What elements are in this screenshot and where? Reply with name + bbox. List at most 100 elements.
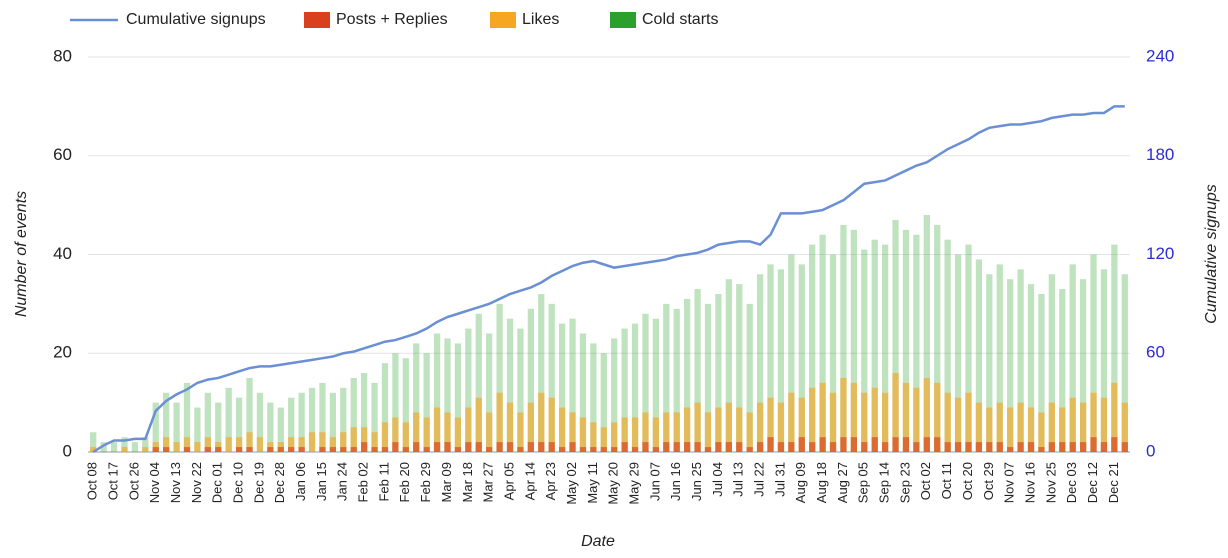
bar	[454, 417, 462, 452]
x-tick-label: May 02	[564, 462, 579, 505]
bar	[1079, 442, 1087, 452]
x-tick-label: Aug 09	[793, 462, 808, 503]
x-tick-label: Jun 07	[647, 462, 662, 501]
bar	[1007, 407, 1014, 452]
bar	[840, 437, 847, 452]
bar	[121, 447, 128, 452]
bar	[110, 442, 118, 452]
bar	[871, 437, 878, 452]
bar	[142, 437, 149, 452]
bar	[996, 402, 1003, 452]
bar	[506, 442, 514, 452]
bar	[975, 402, 983, 452]
y-tick-label: 80	[53, 46, 72, 65]
bar	[465, 442, 472, 452]
bar	[725, 402, 732, 452]
bar	[631, 417, 639, 452]
bar	[892, 373, 899, 452]
legend-swatch	[610, 12, 636, 28]
bar	[621, 417, 628, 452]
x-tick-label: Jan 24	[335, 462, 350, 501]
bar	[819, 437, 826, 452]
bar	[350, 447, 357, 452]
bar	[204, 437, 211, 452]
x-tick-label: May 20	[606, 462, 621, 505]
bar	[569, 412, 576, 452]
bar	[194, 442, 201, 452]
bar	[882, 244, 889, 452]
bar	[1069, 442, 1076, 452]
bar	[423, 417, 430, 452]
bar	[809, 244, 816, 452]
y2-tick-label: 240	[1146, 46, 1174, 65]
bar	[381, 422, 389, 452]
bar	[173, 402, 180, 452]
bar	[819, 382, 826, 452]
bar	[579, 447, 587, 452]
x-tick-label: Oct 20	[960, 462, 975, 500]
bar	[965, 442, 972, 452]
bar	[381, 447, 389, 452]
bar	[569, 442, 576, 452]
bar	[663, 442, 670, 452]
x-tick-label: Jul 13	[731, 462, 746, 497]
bar	[350, 427, 357, 452]
bar	[902, 437, 910, 452]
bar	[288, 397, 295, 452]
bar	[986, 407, 993, 452]
bar	[121, 437, 128, 452]
bar	[1038, 447, 1045, 452]
bar	[892, 437, 899, 452]
bar	[923, 215, 930, 452]
bar	[465, 328, 472, 452]
bar	[496, 392, 503, 452]
x-tick-label: Dec 12	[1085, 462, 1100, 503]
bar	[538, 442, 545, 452]
bar	[183, 447, 191, 452]
bar	[704, 447, 712, 452]
y-tick-label: 60	[53, 145, 72, 164]
bar	[829, 392, 837, 452]
bar	[642, 412, 649, 452]
x-tick-label: Feb 29	[418, 462, 433, 502]
bar	[444, 442, 451, 452]
bar	[548, 397, 555, 452]
bar	[475, 397, 482, 452]
bar	[1111, 244, 1118, 452]
bar	[788, 392, 795, 452]
bar	[433, 407, 441, 452]
bar	[454, 447, 462, 452]
bar	[965, 244, 972, 452]
bar	[684, 442, 691, 452]
bar	[527, 308, 534, 452]
y2-tick-label: 0	[1146, 441, 1155, 460]
legend-swatch	[304, 12, 330, 28]
bar	[319, 432, 326, 452]
bar	[1038, 412, 1045, 452]
bar	[340, 387, 347, 452]
bar	[590, 422, 597, 452]
x-tick-label: Nov 07	[1002, 462, 1017, 503]
bar	[1007, 447, 1014, 452]
bar	[517, 412, 524, 452]
bar	[756, 274, 764, 452]
bar	[600, 447, 607, 452]
x-tick-label: Sep 23	[897, 462, 912, 503]
bar	[152, 402, 159, 452]
bar	[954, 397, 962, 452]
x-tick-label: Oct 08	[85, 462, 100, 500]
bar	[392, 353, 399, 452]
x-tick-label: Oct 26	[126, 462, 141, 500]
bar	[861, 392, 868, 452]
x-tick-label: Mar 27	[481, 462, 496, 502]
x-tick-label: Sep 14	[877, 462, 892, 503]
bar	[892, 219, 899, 452]
bar	[163, 437, 170, 452]
bar	[694, 402, 701, 452]
bar	[517, 447, 524, 452]
bar	[600, 353, 607, 452]
x-tick-label: Jan 15	[314, 462, 329, 501]
bar	[642, 313, 649, 452]
bar	[621, 442, 628, 452]
bar	[788, 254, 795, 452]
